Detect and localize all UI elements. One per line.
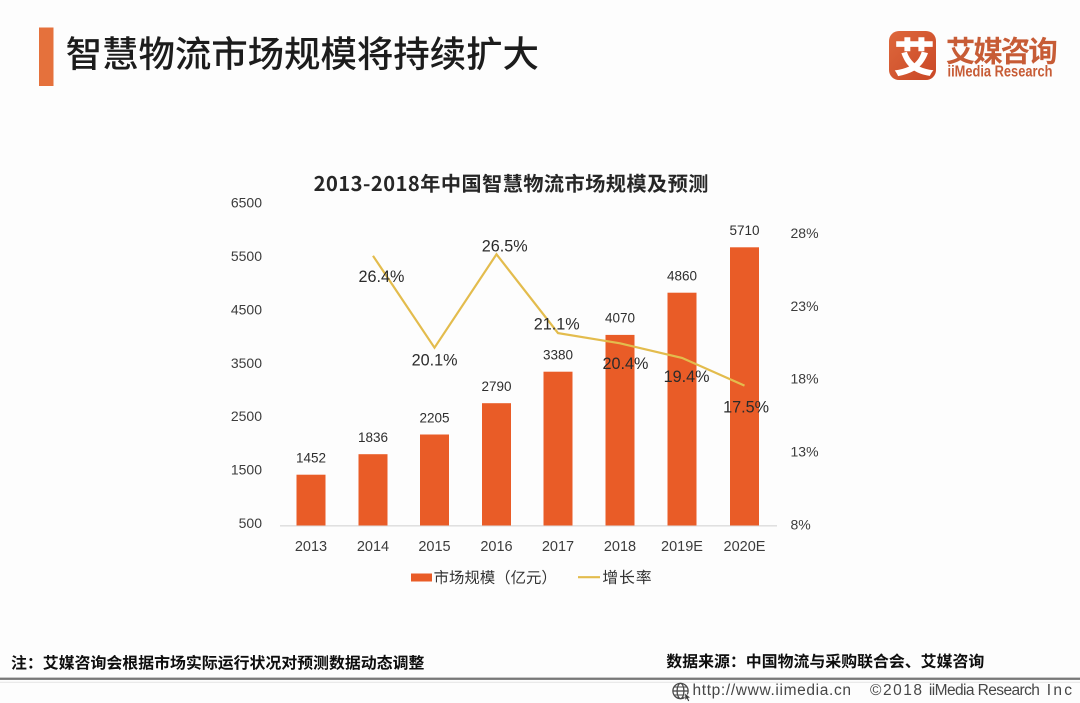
svg-text:1836: 1836 bbox=[358, 430, 388, 445]
svg-text:2014: 2014 bbox=[357, 539, 389, 555]
svg-text:4860: 4860 bbox=[667, 269, 697, 284]
svg-text:2205: 2205 bbox=[419, 410, 449, 425]
svg-text:2018: 2018 bbox=[604, 539, 636, 555]
svg-text:5500: 5500 bbox=[231, 248, 262, 264]
svg-text:21.1%: 21.1% bbox=[534, 315, 580, 333]
svg-text:19.4%: 19.4% bbox=[664, 368, 710, 386]
svg-text:2019E: 2019E bbox=[661, 539, 703, 555]
svg-text:2015: 2015 bbox=[418, 539, 450, 555]
svg-text:http://www.iimedia.cn: http://www.iimedia.cn bbox=[693, 682, 852, 699]
svg-text:28%: 28% bbox=[791, 225, 819, 241]
svg-text:26.4%: 26.4% bbox=[359, 268, 405, 286]
svg-text:1452: 1452 bbox=[296, 451, 326, 466]
svg-text:8%: 8% bbox=[791, 517, 811, 533]
svg-text:4070: 4070 bbox=[605, 311, 635, 326]
svg-text:iiMedia Research: iiMedia Research bbox=[948, 64, 1053, 81]
svg-text:18%: 18% bbox=[791, 371, 819, 387]
svg-text:3500: 3500 bbox=[231, 355, 262, 371]
svg-text:2013: 2013 bbox=[295, 539, 327, 555]
svg-text:4500: 4500 bbox=[231, 301, 262, 317]
svg-text:1500: 1500 bbox=[231, 462, 262, 478]
svg-text:20.1%: 20.1% bbox=[412, 351, 458, 369]
svg-text:2020E: 2020E bbox=[724, 539, 766, 555]
svg-text:Inc: Inc bbox=[1047, 682, 1073, 699]
svg-text:3380: 3380 bbox=[543, 348, 573, 363]
svg-text:5710: 5710 bbox=[729, 223, 759, 238]
svg-text:6500: 6500 bbox=[231, 195, 262, 211]
svg-text:26.5%: 26.5% bbox=[482, 238, 528, 256]
svg-text:500: 500 bbox=[239, 515, 263, 531]
svg-text:20.4%: 20.4% bbox=[603, 355, 649, 373]
svg-text:2016: 2016 bbox=[480, 539, 512, 555]
svg-text:17.5%: 17.5% bbox=[723, 398, 769, 416]
svg-text:©2018: ©2018 bbox=[870, 682, 922, 699]
svg-text:2790: 2790 bbox=[481, 379, 511, 394]
svg-text:13%: 13% bbox=[791, 444, 819, 460]
svg-text:iiMedia Research: iiMedia Research bbox=[929, 682, 1040, 699]
svg-text:23%: 23% bbox=[791, 298, 819, 314]
svg-text:2017: 2017 bbox=[542, 539, 574, 555]
svg-text:2500: 2500 bbox=[231, 408, 262, 424]
